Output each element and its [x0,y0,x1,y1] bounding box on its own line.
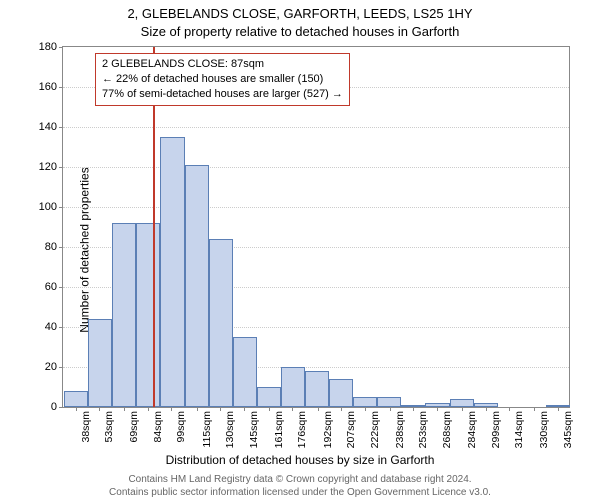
xtick-mark [148,407,149,411]
ytick-label: 80 [45,241,57,253]
histogram-bar [160,137,184,407]
annotation-line3: 77% of semi-detached houses are larger (… [102,87,343,102]
histogram-bar [305,371,329,407]
xtick-mark [534,407,535,411]
histogram-bar [257,387,281,407]
ytick-mark [59,167,63,168]
xtick-mark [318,407,319,411]
chart-title-line1: 2, GLEBELANDS CLOSE, GARFORTH, LEEDS, LS… [0,6,600,21]
annotation-box: 2 GLEBELANDS CLOSE: 87sqm ← 22% of detac… [95,53,350,106]
xtick-mark [171,407,172,411]
xtick-mark [76,407,77,411]
ytick-label: 20 [45,361,57,373]
xtick-mark [99,407,100,411]
histogram-bar [64,391,88,407]
xtick-mark [244,407,245,411]
annotation-line1: 2 GLEBELANDS CLOSE: 87sqm [102,57,343,72]
xtick-label: 284sqm [466,411,478,448]
gridline [63,167,569,168]
xtick-label: 99sqm [175,411,187,443]
x-axis-label: Distribution of detached houses by size … [0,453,600,467]
footer-text-1: Contains HM Land Registry data © Crown c… [0,474,600,485]
plot-area: 02040608010012014016018038sqm53sqm69sqm8… [62,46,570,408]
histogram-bar [88,319,112,407]
xtick-label: 38sqm [80,411,92,443]
histogram-bar [185,165,209,407]
xtick-mark [437,407,438,411]
xtick-mark [292,407,293,411]
xtick-label: 176sqm [296,411,308,448]
histogram-bar [329,379,353,407]
xtick-mark [269,407,270,411]
xtick-label: 145sqm [248,411,260,448]
annotation-line2: ← 22% of detached houses are smaller (15… [102,72,343,87]
xtick-mark [220,407,221,411]
histogram-bar [112,223,136,407]
xtick-label: 253sqm [417,411,429,448]
ytick-mark [59,247,63,248]
ytick-label: 160 [39,81,57,93]
xtick-mark [462,407,463,411]
xtick-label: 192sqm [322,411,334,448]
histogram-bar [450,399,474,407]
histogram-bar [281,367,305,407]
ytick-mark [59,367,63,368]
ytick-label: 0 [51,401,57,413]
ytick-label: 100 [39,201,57,213]
xtick-mark [365,407,366,411]
ytick-label: 40 [45,321,57,333]
histogram-bar [233,337,257,407]
xtick-label: 84sqm [152,411,164,443]
xtick-mark [509,407,510,411]
gridline [63,127,569,128]
ytick-mark [59,407,63,408]
xtick-label: 222sqm [369,411,381,448]
xtick-label: 314sqm [513,411,525,448]
ytick-label: 60 [45,281,57,293]
ytick-mark [59,287,63,288]
xtick-mark [558,407,559,411]
gridline [63,207,569,208]
ytick-label: 180 [39,41,57,53]
histogram-bar [377,397,401,407]
ytick-mark [59,87,63,88]
footer-text-2: Contains public sector information licen… [0,487,600,498]
xtick-label: 345sqm [562,411,574,448]
xtick-label: 69sqm [128,411,140,443]
ytick-label: 120 [39,161,57,173]
xtick-mark [486,407,487,411]
ytick-label: 140 [39,121,57,133]
ytick-mark [59,327,63,328]
xtick-label: 268sqm [441,411,453,448]
xtick-label: 130sqm [224,411,236,448]
xtick-label: 115sqm [201,411,213,448]
xtick-label: 238sqm [394,411,406,448]
xtick-label: 330sqm [538,411,550,448]
xtick-mark [413,407,414,411]
ytick-mark [59,127,63,128]
histogram-bar [353,397,377,407]
ytick-mark [59,47,63,48]
xtick-label: 53sqm [103,411,115,443]
xtick-mark [390,407,391,411]
xtick-label: 207sqm [345,411,357,448]
histogram-bar [209,239,233,407]
xtick-label: 161sqm [273,411,285,448]
xtick-mark [124,407,125,411]
xtick-mark [197,407,198,411]
chart-title-line2: Size of property relative to detached ho… [0,24,600,39]
ytick-mark [59,207,63,208]
xtick-label: 299sqm [490,411,502,448]
xtick-mark [341,407,342,411]
chart-container: 2, GLEBELANDS CLOSE, GARFORTH, LEEDS, LS… [0,0,600,500]
histogram-bar [136,223,160,407]
